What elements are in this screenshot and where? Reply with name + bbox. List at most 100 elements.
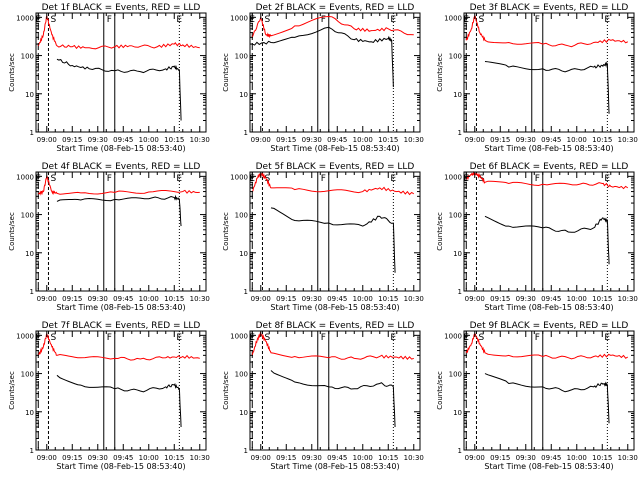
x-axis-label: Start Time (08-Feb-15 08:53:40)	[484, 303, 613, 312]
marker-label-s: S	[478, 15, 484, 25]
marker-label-e2: E	[604, 15, 610, 25]
marker-label-e2: E	[176, 174, 182, 184]
plot-frame	[249, 12, 421, 133]
x-tick-label: 09:00	[37, 295, 57, 303]
plot-title: Det 9f BLACK = Events, RED = LLD	[470, 321, 629, 331]
y-axis-label: Counts/sec	[8, 53, 16, 92]
marker-label-f: F	[535, 15, 540, 25]
x-tick-label: 09:45	[541, 295, 561, 303]
x-tick-label: 10:00	[353, 136, 373, 144]
marker-label-f: F	[535, 174, 540, 184]
marker-label-f: F	[321, 333, 326, 343]
y-tick-label: 100	[449, 212, 462, 220]
x-tick-label: 10:15	[592, 295, 612, 303]
y-axis-label: Counts/sec	[8, 212, 16, 251]
marker-label-e2: E	[176, 333, 182, 343]
x-tick-label: 10:30	[618, 295, 638, 303]
y-tick-label: 1000	[444, 173, 462, 181]
x-axis-label: Start Time (08-Feb-15 08:53:40)	[56, 303, 185, 312]
marker-label-f: F	[107, 15, 112, 25]
marker-label-e1: E	[249, 174, 255, 184]
y-tick-label: 10	[239, 250, 248, 258]
y-axis-label: Counts/sec	[222, 371, 230, 410]
marker-label-s: S	[50, 333, 56, 343]
x-tick-label: 09:00	[465, 295, 485, 303]
plot-panel: Det 4f BLACK = Events, RED = LLD Counts/s…	[8, 162, 210, 312]
marker-label-e1: E	[463, 174, 469, 184]
x-tick-label: 09:30	[516, 295, 536, 303]
marker-label-f: F	[535, 333, 540, 343]
plot-panel: Det 7f BLACK = Events, RED = LLD Counts/s…	[8, 321, 210, 471]
plot-frame	[463, 171, 635, 292]
x-tick-label: 09:15	[62, 454, 82, 462]
plot-panel: Det 1f BLACK = Events, RED = LLD Counts/s…	[8, 3, 210, 153]
x-tick-label: 10:30	[190, 454, 210, 462]
x-tick-label: 09:45	[541, 136, 561, 144]
x-tick-label: 09:15	[490, 136, 510, 144]
y-tick-label: 10	[25, 91, 34, 99]
y-tick-label: 1000	[444, 332, 462, 340]
y-tick-label: 100	[235, 53, 248, 61]
x-axis-label: Start Time (08-Feb-15 08:53:40)	[484, 462, 613, 471]
y-tick-label: 10	[239, 91, 248, 99]
y-tick-label: 100	[235, 212, 248, 220]
marker-label-f: F	[321, 174, 326, 184]
y-tick-label: 10	[453, 250, 462, 258]
y-tick-label: 1	[244, 129, 248, 137]
x-tick-label: 09:00	[251, 295, 271, 303]
x-tick-label: 10:00	[567, 454, 587, 462]
plot-frame	[249, 330, 421, 451]
x-tick-label: 09:30	[88, 295, 108, 303]
lld-series-line	[465, 333, 629, 360]
marker-label-e2: E	[390, 174, 396, 184]
lld-series-line	[251, 172, 415, 196]
y-tick-label: 100	[21, 371, 34, 379]
x-tick-label: 09:45	[113, 295, 133, 303]
x-tick-label: 09:45	[541, 454, 561, 462]
y-tick-label: 1	[458, 129, 462, 137]
y-axis-label: Counts/sec	[222, 53, 230, 92]
marker-label-e1: E	[35, 15, 41, 25]
y-tick-label: 100	[449, 53, 462, 61]
x-tick-label: 10:30	[404, 136, 424, 144]
x-axis-label: Start Time (08-Feb-15 08:53:40)	[56, 144, 185, 153]
x-tick-label: 10:00	[567, 295, 587, 303]
plot-title: Det 1f BLACK = Events, RED = LLD	[42, 3, 201, 13]
y-tick-label: 1	[244, 288, 248, 296]
plot-title: Det 5f BLACK = Events, RED = LLD	[256, 162, 415, 172]
plot-title: Det 7f BLACK = Events, RED = LLD	[42, 321, 201, 331]
x-tick-label: 09:00	[251, 454, 271, 462]
x-tick-label: 09:15	[62, 136, 82, 144]
x-tick-label: 09:45	[327, 136, 347, 144]
lld-series-line	[465, 170, 629, 190]
plot-frame	[35, 171, 207, 292]
y-tick-label: 1000	[444, 14, 462, 22]
y-tick-label: 100	[21, 53, 34, 61]
x-tick-label: 09:30	[302, 295, 322, 303]
events-series-line	[270, 370, 396, 428]
x-tick-label: 09:30	[516, 454, 536, 462]
marker-label-e2: E	[604, 174, 610, 184]
x-tick-label: 10:15	[164, 136, 184, 144]
marker-label-s: S	[264, 333, 270, 343]
plot-panel: Det 8f BLACK = Events, RED = LLD Counts/s…	[222, 321, 424, 471]
x-tick-label: 10:15	[592, 136, 612, 144]
marker-label-s: S	[264, 174, 270, 184]
x-tick-label: 09:30	[88, 454, 108, 462]
events-series-line	[484, 60, 610, 114]
plot-title: Det 8f BLACK = Events, RED = LLD	[256, 321, 415, 331]
y-tick-label: 100	[21, 212, 34, 220]
y-axis-label: Counts/sec	[436, 53, 444, 92]
marker-label-e2: E	[390, 15, 396, 25]
x-tick-label: 10:15	[378, 295, 398, 303]
marker-label-s: S	[264, 15, 270, 25]
x-tick-label: 09:15	[62, 295, 82, 303]
y-axis-label: Counts/sec	[436, 371, 444, 410]
events-series-line	[252, 26, 394, 88]
plot-frame	[463, 330, 635, 451]
x-axis-label: Start Time (08-Feb-15 08:53:40)	[270, 303, 399, 312]
x-tick-label: 09:45	[327, 454, 347, 462]
y-tick-label: 1000	[230, 332, 248, 340]
plot-frame	[463, 12, 635, 133]
marker-label-s: S	[50, 174, 56, 184]
